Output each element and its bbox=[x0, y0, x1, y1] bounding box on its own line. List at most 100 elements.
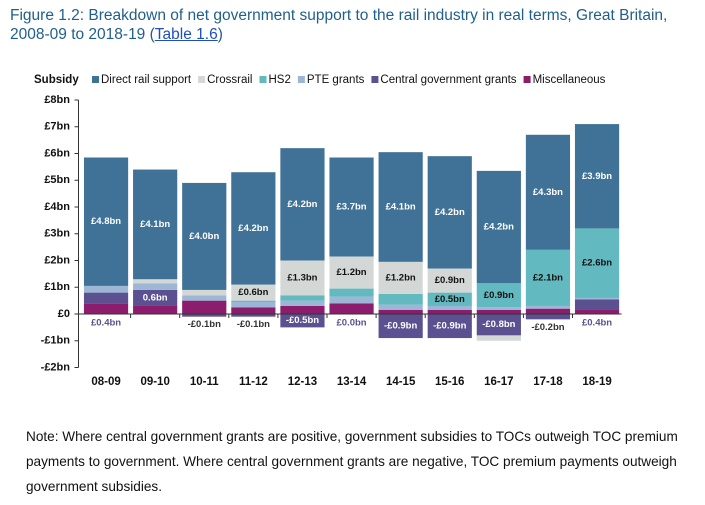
bar-segment bbox=[83, 285, 129, 293]
data-label: £4.0bn bbox=[189, 231, 219, 242]
bar-segment bbox=[525, 134, 571, 250]
title-link[interactable]: Table 1.6 bbox=[154, 26, 218, 43]
legend-label: HS2 bbox=[269, 74, 291, 86]
y-tick-label: £2bn bbox=[44, 254, 70, 266]
bar-segment bbox=[427, 309, 472, 314]
bar-segment bbox=[231, 172, 276, 285]
data-label: £0.4bn bbox=[582, 318, 612, 329]
y-tick-label: £7bn bbox=[44, 121, 70, 133]
bar-segment bbox=[231, 300, 276, 302]
x-tick-label: 11-12 bbox=[239, 376, 268, 388]
bar-segment bbox=[427, 268, 472, 293]
bar-segment bbox=[83, 292, 129, 304]
bar-segment bbox=[574, 309, 620, 314]
bar-segment bbox=[378, 261, 423, 294]
bar-segment bbox=[280, 300, 325, 306]
bar-segment bbox=[525, 249, 571, 306]
bar-segment bbox=[83, 157, 129, 286]
data-label: £0.5bn bbox=[435, 294, 465, 305]
title-end: ) bbox=[217, 26, 223, 43]
data-label: £4.2bn bbox=[435, 207, 465, 218]
bar-segment bbox=[427, 314, 472, 339]
bar-segment bbox=[280, 260, 325, 296]
y-tick-label: £8bn bbox=[44, 94, 70, 106]
bar-segment bbox=[476, 283, 521, 308]
bar-segment bbox=[525, 308, 571, 314]
note: Note: Where central government grants ar… bbox=[26, 429, 678, 494]
bar-segment bbox=[427, 156, 472, 269]
data-label: £1.2bn bbox=[336, 267, 366, 278]
data-label: £2.6bn bbox=[582, 258, 612, 269]
bar-segment bbox=[574, 124, 620, 229]
data-label: £2.1bn bbox=[533, 272, 563, 283]
y-tick-label: £5bn bbox=[44, 174, 70, 186]
bar-segment bbox=[329, 256, 374, 289]
data-label: £0.9bn bbox=[484, 290, 514, 301]
bar-segment bbox=[427, 305, 472, 310]
bar-segment bbox=[182, 295, 227, 301]
data-label: £3.9bn bbox=[582, 171, 612, 182]
bar-segment bbox=[133, 289, 178, 306]
legend-swatch bbox=[523, 76, 531, 83]
data-label: £0.9bn bbox=[435, 275, 465, 286]
x-tick-label: 08-09 bbox=[91, 376, 120, 388]
x-tick-label: 12-13 bbox=[288, 376, 317, 388]
bar-segment bbox=[427, 292, 472, 306]
bar-segment bbox=[574, 299, 620, 310]
data-label: -£0.1bn bbox=[237, 319, 270, 330]
bar-segment bbox=[378, 309, 423, 314]
bar-segment bbox=[329, 157, 374, 257]
data-label: £3.7bn bbox=[336, 202, 366, 213]
bar-segment bbox=[231, 301, 276, 308]
bar-segment bbox=[83, 303, 129, 314]
legend-label: Crossrail bbox=[207, 74, 252, 86]
bar-segment bbox=[329, 296, 374, 304]
data-label: -£0.8bn bbox=[482, 319, 515, 330]
data-label: £4.3bn bbox=[533, 187, 563, 198]
data-label: 0.6bn bbox=[143, 292, 168, 303]
x-tick-label: 13-14 bbox=[337, 376, 367, 388]
x-tick-label: 18-19 bbox=[582, 376, 611, 388]
bar-segment bbox=[525, 314, 571, 320]
chart-title: Figure 1.2: Breakdown of net government … bbox=[10, 6, 690, 44]
data-label: -£0.9bn bbox=[433, 321, 466, 332]
data-label: £1.2bn bbox=[386, 272, 416, 283]
data-label: -£0.2bn bbox=[531, 322, 564, 333]
bar-segment bbox=[280, 295, 325, 301]
data-label: £4.2bn bbox=[287, 199, 317, 210]
bar-segment bbox=[574, 297, 620, 300]
legend-label: PTE grants bbox=[307, 74, 365, 86]
legend-label: Miscellaneous bbox=[533, 74, 606, 86]
bar-segment bbox=[182, 289, 227, 296]
y-axis-label: Subsidy bbox=[34, 74, 79, 86]
bar-segment bbox=[476, 335, 521, 341]
legend-swatch bbox=[297, 76, 305, 83]
data-label: -£0.5bn bbox=[286, 315, 319, 326]
bar-segment bbox=[574, 228, 620, 298]
bar-segment bbox=[280, 148, 325, 261]
bar-segment bbox=[476, 314, 521, 336]
bar-segment bbox=[133, 305, 178, 314]
data-label: £1.3bn bbox=[287, 272, 317, 283]
bar-segment bbox=[133, 283, 178, 290]
bar-segment bbox=[231, 307, 276, 314]
legend-swatch bbox=[92, 76, 99, 83]
bar-segment bbox=[231, 284, 276, 301]
data-label: £4.1bn bbox=[386, 202, 416, 213]
bar-segment bbox=[378, 304, 423, 310]
bar-segment bbox=[231, 314, 276, 317]
x-tick-label: 15-16 bbox=[435, 376, 464, 388]
y-tick-label: £0 bbox=[58, 308, 70, 320]
legend-swatch bbox=[259, 76, 267, 83]
bar-segment bbox=[133, 169, 178, 280]
data-label: £4.8bn bbox=[91, 216, 121, 227]
legend-swatch bbox=[198, 76, 206, 83]
bar-segment bbox=[525, 305, 571, 309]
bar-segment bbox=[476, 170, 521, 284]
x-tick-label: 16-17 bbox=[484, 376, 513, 388]
y-tick-label: £6bn bbox=[44, 147, 70, 159]
bar-segment bbox=[476, 307, 521, 310]
data-label: £4.2bn bbox=[238, 223, 268, 234]
data-label: £4.2bn bbox=[484, 222, 514, 233]
